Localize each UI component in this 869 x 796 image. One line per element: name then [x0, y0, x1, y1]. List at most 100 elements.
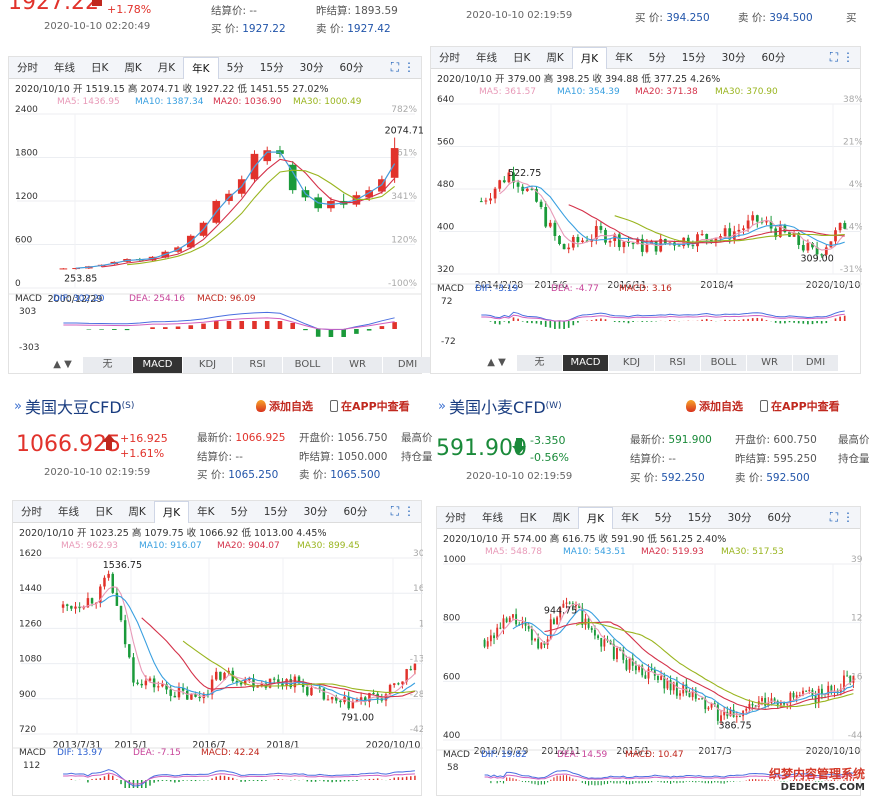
tab-3[interactable]: 周K: [552, 511, 570, 524]
tab-5[interactable]: 年K: [621, 511, 639, 524]
indicator-macd[interactable]: MACD: [563, 355, 609, 371]
fullscreen-icon[interactable]: ⛶ ⋮: [829, 510, 854, 524]
macd-label: MACD: [19, 748, 46, 758]
info-ohlc: 开 574.00 高 616.75 收 591.90 低 561.25 2.40…: [501, 533, 726, 545]
period-tabs: 分时 年线 日K 周K 月K 年K 5分 15分 30分 60分: [437, 506, 860, 529]
macd-dea: DEA: -4.77: [551, 284, 599, 294]
macd-value: MACD: 10.47: [625, 750, 684, 760]
candlestick-chart-1[interactable]: 2020/10/10 开 1519.15 高 2074.71 收 1927.22 …: [9, 80, 423, 352]
tab-8[interactable]: 30分: [303, 505, 328, 518]
tab-7[interactable]: 15分: [681, 51, 706, 64]
tab-0[interactable]: 分时: [439, 51, 460, 64]
tab-2[interactable]: 日K: [95, 505, 113, 518]
open-in-app-button[interactable]: 在APP中查看: [330, 398, 410, 414]
indicator-boll[interactable]: BOLL: [701, 355, 747, 371]
indicator-kdj[interactable]: KDJ: [609, 355, 655, 371]
add-favorite-button[interactable]: 添加自选: [256, 398, 313, 414]
candle-body: [181, 687, 185, 691]
indicator-rsi[interactable]: RSI: [655, 355, 701, 371]
y-tick-label: 720: [19, 725, 36, 735]
tab-6[interactable]: 5分: [226, 61, 244, 74]
tab-7[interactable]: 15分: [687, 511, 712, 524]
tab-3[interactable]: 周K: [546, 51, 564, 64]
tab-4[interactable]: 月K: [157, 61, 176, 74]
tab-5[interactable]: 年K: [197, 505, 215, 518]
tab-4[interactable]: 月K: [571, 46, 608, 69]
x-tick-label: 2015/1: [616, 746, 649, 757]
tab-1[interactable]: 年线: [54, 61, 75, 74]
tab-5[interactable]: 年K: [615, 51, 633, 64]
tab-1[interactable]: 年线: [58, 505, 79, 518]
tab-1[interactable]: 年线: [482, 511, 503, 524]
scroll-arrows-icon[interactable]: ▲ ▼: [477, 355, 517, 371]
candle-body: [248, 678, 251, 681]
tab-4[interactable]: 月K: [577, 506, 614, 529]
info-date: 2020/10/10: [437, 74, 492, 85]
tab-8[interactable]: 30分: [299, 61, 324, 74]
x-tick-label: 2015/6: [534, 280, 567, 291]
candle-body: [562, 244, 566, 250]
candle-body: [486, 641, 489, 647]
candle-body: [359, 697, 363, 701]
quote1-change-pct: +1.78%: [107, 3, 152, 16]
tab-6[interactable]: 5分: [654, 511, 672, 524]
candlestick-chart-4[interactable]: 2020/10/10 开 574.00 高 616.75 收 591.90 低 5…: [437, 530, 862, 796]
quote4-title[interactable]: » 美国小麦CFD (W): [438, 398, 562, 417]
fullscreen-icon[interactable]: ⛶ ⋮: [390, 60, 415, 74]
indicator-无[interactable]: 无: [517, 355, 563, 371]
tab-9[interactable]: 60分: [339, 61, 364, 74]
tab-8[interactable]: 30分: [721, 51, 746, 64]
indicator-bar: ▲ ▼ 无 MACD KDJ RSI BOLL WR DMI: [477, 355, 839, 371]
open-in-app-button[interactable]: 在APP中查看: [760, 398, 840, 414]
y-tick-label: 1200: [15, 192, 38, 202]
candle-body: [802, 690, 804, 696]
indicator-boll[interactable]: BOLL: [283, 357, 333, 373]
candlestick-chart-3[interactable]: 2020/10/10 开 1023.25 高 1079.75 收 1066.92 …: [13, 524, 423, 796]
candle-body: [537, 638, 540, 649]
tab-7[interactable]: 15分: [259, 61, 284, 74]
macd-dif-line: [63, 769, 415, 787]
indicator-dmi[interactable]: DMI: [793, 355, 839, 371]
candlestick-chart-2[interactable]: 2020/10/10 开 379.00 高 398.25 收 394.88 低 3…: [431, 70, 862, 355]
tab-9[interactable]: 60分: [767, 511, 792, 524]
indicator-wr[interactable]: WR: [747, 355, 793, 371]
quote3-title[interactable]: » 美国大豆CFD (S): [14, 398, 135, 417]
indicator-kdj[interactable]: KDJ: [183, 357, 233, 373]
tab-5[interactable]: 年K: [183, 56, 219, 79]
tab-4[interactable]: 月K: [153, 500, 190, 523]
tab-6[interactable]: 5分: [648, 51, 666, 64]
tab-2[interactable]: 日K: [519, 511, 537, 524]
indicator-无[interactable]: 无: [83, 357, 133, 373]
fullscreen-icon[interactable]: ⛶ ⋮: [390, 504, 415, 518]
indicator-wr[interactable]: WR: [333, 357, 383, 373]
indicator-dmi[interactable]: DMI: [383, 357, 433, 373]
indicator-rsi[interactable]: RSI: [233, 357, 283, 373]
macd-dif: DIF: 13.97: [57, 748, 103, 758]
tab-0[interactable]: 分时: [21, 505, 42, 518]
tab-3[interactable]: 周K: [124, 61, 142, 74]
tab-6[interactable]: 5分: [230, 505, 248, 518]
indicator-macd[interactable]: MACD: [133, 357, 183, 373]
tab-9[interactable]: 60分: [761, 51, 786, 64]
tab-3[interactable]: 周K: [128, 505, 146, 518]
tab-7[interactable]: 15分: [263, 505, 288, 518]
candle-body: [502, 618, 505, 629]
candle-body: [770, 698, 773, 703]
pct-tick-label: 21%: [843, 138, 862, 148]
scroll-arrows-icon[interactable]: ▲ ▼: [43, 357, 83, 373]
candle-body: [581, 240, 584, 242]
tab-9[interactable]: 60分: [343, 505, 368, 518]
quote4-change: -3.350: [530, 434, 566, 447]
tab-1[interactable]: 年线: [476, 51, 497, 64]
candle-body: [322, 688, 326, 700]
tab-8[interactable]: 30分: [727, 511, 752, 524]
fullscreen-icon[interactable]: ⛶ ⋮: [829, 50, 854, 64]
tab-2[interactable]: 日K: [91, 61, 109, 74]
tab-0[interactable]: 分时: [445, 511, 466, 524]
candle-body: [484, 200, 488, 202]
candle-body: [190, 693, 193, 700]
add-favorite-button[interactable]: 添加自选: [686, 398, 743, 414]
pct-tick-label: 38%: [843, 95, 862, 105]
tab-0[interactable]: 分时: [17, 61, 38, 74]
tab-2[interactable]: 日K: [513, 51, 531, 64]
